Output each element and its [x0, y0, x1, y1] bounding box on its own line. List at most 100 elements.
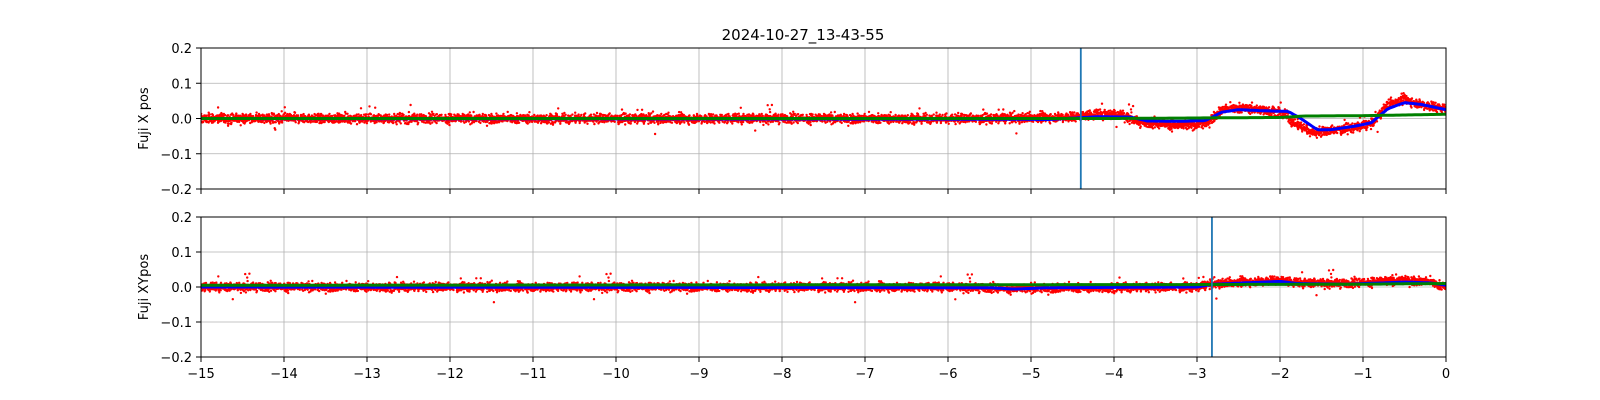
raw-point	[223, 114, 227, 117]
raw-point	[760, 112, 763, 116]
raw-point	[954, 122, 957, 126]
raw-point	[985, 112, 989, 115]
raw-point	[354, 119, 357, 123]
raw-point	[435, 113, 439, 116]
raw-point	[501, 120, 504, 123]
raw-point	[511, 121, 514, 124]
raw-point	[574, 121, 577, 124]
raw-point	[989, 113, 993, 116]
raw-point	[254, 119, 257, 123]
raw-point	[727, 112, 730, 116]
raw-point	[268, 114, 271, 118]
raw-point	[227, 122, 230, 126]
raw-point	[580, 113, 583, 117]
raw-point	[1014, 121, 1017, 124]
raw-point	[430, 110, 434, 114]
raw-point	[515, 112, 519, 115]
raw-point	[593, 122, 596, 126]
raw-point	[399, 112, 402, 115]
raw-point	[1153, 126, 1157, 129]
raw-point	[636, 122, 639, 125]
raw-point	[1129, 108, 1133, 111]
raw-point	[667, 111, 670, 114]
raw-point	[1201, 127, 1205, 130]
raw-point	[660, 112, 663, 116]
raw-point	[592, 120, 595, 123]
raw-point	[1224, 103, 1228, 106]
raw-point	[365, 113, 368, 116]
raw-point	[584, 112, 587, 115]
raw-point	[920, 122, 923, 125]
raw-point	[778, 121, 781, 125]
raw-point	[603, 121, 606, 124]
raw-point	[490, 112, 493, 116]
raw-point	[360, 114, 363, 117]
raw-point	[385, 113, 389, 117]
raw-point	[640, 108, 644, 112]
raw-point	[688, 114, 691, 117]
raw-point	[1208, 126, 1211, 129]
raw-point	[391, 121, 395, 125]
raw-point	[563, 111, 566, 115]
raw-point	[831, 114, 834, 117]
raw-point	[294, 121, 297, 124]
raw-point	[283, 106, 286, 109]
raw-point	[413, 112, 416, 115]
raw-point	[1131, 104, 1135, 108]
raw-point	[416, 113, 419, 116]
raw-point	[317, 112, 320, 116]
raw-point	[932, 113, 935, 116]
raw-point	[894, 113, 897, 117]
raw-point	[754, 129, 757, 132]
raw-point	[767, 123, 770, 126]
raw-point	[359, 107, 363, 110]
raw-point	[990, 122, 994, 125]
raw-point	[369, 113, 373, 116]
raw-point	[941, 113, 944, 117]
raw-point	[718, 121, 721, 124]
raw-point	[636, 108, 639, 112]
raw-point	[759, 120, 762, 124]
raw-point	[407, 110, 411, 114]
raw-point	[726, 121, 729, 124]
raw-point	[833, 110, 836, 114]
raw-point	[201, 120, 205, 124]
raw-point	[765, 121, 768, 125]
raw-point	[481, 112, 484, 116]
raw-point	[938, 113, 941, 116]
raw-point	[711, 113, 715, 116]
raw-point	[517, 121, 521, 124]
raw-point	[1088, 109, 1092, 112]
chart-title: 2024-10-27_13-43-55	[722, 26, 885, 45]
raw-point	[969, 112, 973, 115]
raw-point	[793, 112, 796, 116]
raw-point	[653, 132, 657, 136]
raw-point	[429, 113, 432, 116]
raw-point	[459, 120, 463, 123]
raw-point	[985, 123, 988, 126]
raw-point	[577, 113, 580, 116]
raw-point	[805, 113, 808, 117]
raw-point	[467, 120, 471, 123]
raw-point	[877, 112, 880, 115]
raw-point	[1127, 103, 1131, 106]
raw-point	[1113, 109, 1116, 113]
raw-point	[653, 121, 656, 125]
raw-point	[365, 122, 369, 125]
raw-point	[232, 113, 235, 117]
raw-point	[982, 108, 985, 111]
raw-point	[742, 120, 745, 124]
raw-point	[495, 112, 498, 115]
raw-point	[229, 119, 232, 122]
raw-point	[244, 113, 248, 116]
raw-point	[255, 111, 258, 114]
raw-point	[657, 122, 660, 125]
raw-point	[613, 120, 616, 124]
raw-point	[766, 104, 769, 107]
raw-point	[1021, 112, 1024, 115]
raw-point	[349, 122, 353, 125]
raw-point	[239, 124, 242, 127]
raw-point	[1002, 108, 1005, 111]
raw-point	[862, 120, 866, 123]
raw-point	[337, 112, 341, 115]
